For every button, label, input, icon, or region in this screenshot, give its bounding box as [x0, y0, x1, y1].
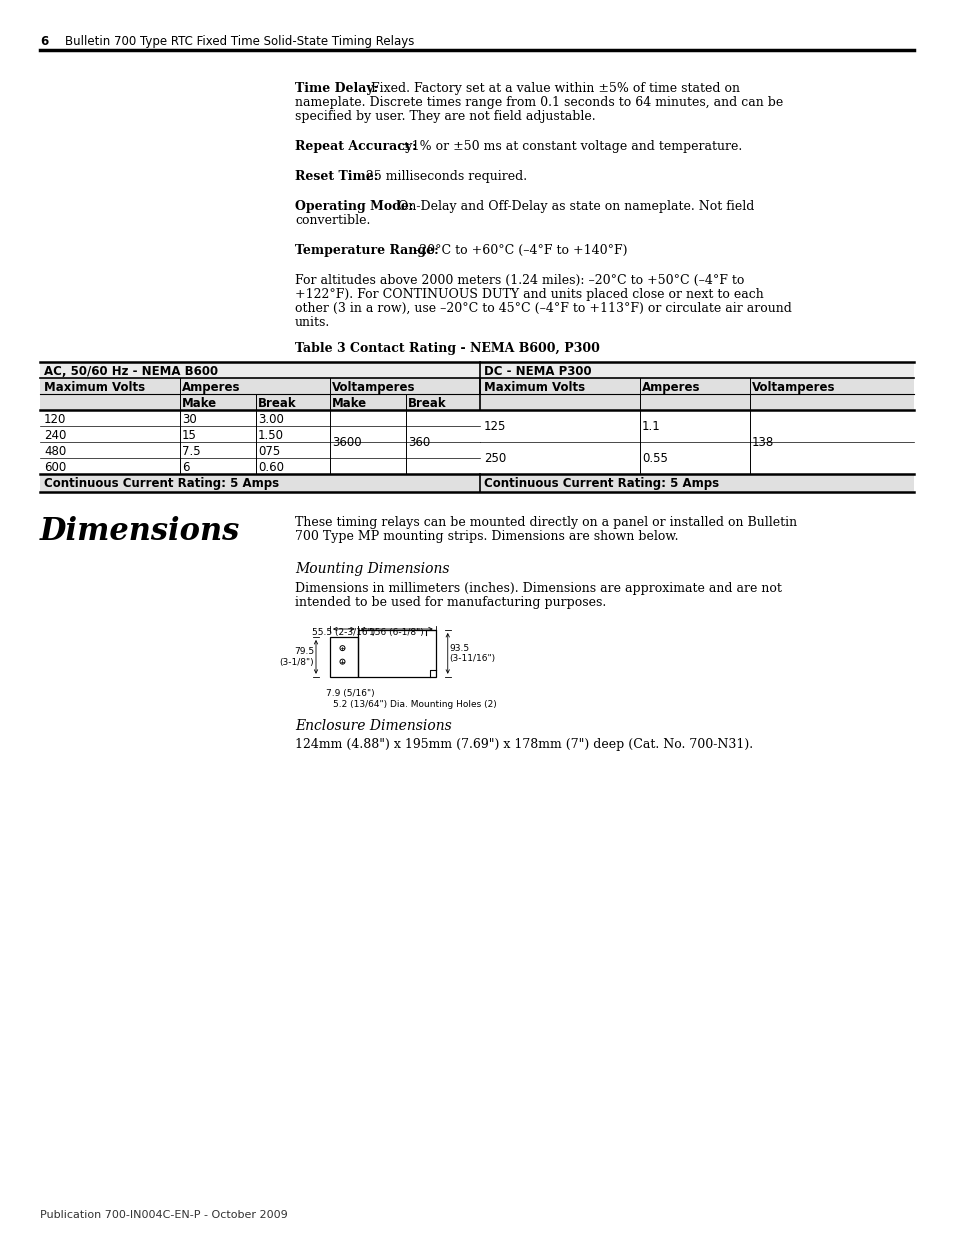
Text: 79.5
(3-1/8"): 79.5 (3-1/8") — [279, 647, 314, 667]
Text: 240: 240 — [44, 429, 67, 442]
Bar — [357, 630, 436, 677]
Text: 600: 600 — [44, 461, 66, 474]
Text: 124mm (4.88") x 195mm (7.69") x 178mm (7") deep (Cat. No. 700-N31).: 124mm (4.88") x 195mm (7.69") x 178mm (7… — [294, 737, 752, 751]
Text: 075: 075 — [257, 445, 280, 458]
Text: nameplate. Discrete times range from 0.1 seconds to 64 minutes, and can be: nameplate. Discrete times range from 0.1… — [294, 96, 782, 109]
Text: Enclosure Dimensions: Enclosure Dimensions — [294, 719, 452, 732]
Text: 120: 120 — [44, 412, 67, 426]
Text: Temperature Range:: Temperature Range: — [294, 245, 438, 257]
Text: 360: 360 — [408, 436, 430, 448]
Text: These timing relays can be mounted directly on a panel or installed on Bulletin: These timing relays can be mounted direc… — [294, 516, 797, 529]
Bar — [40, 378, 913, 394]
Text: 156 (6-1/8"): 156 (6-1/8") — [369, 629, 424, 637]
Text: Repeat Accuracy:: Repeat Accuracy: — [294, 140, 416, 153]
Text: 0.55: 0.55 — [641, 452, 667, 464]
Text: AC, 50/60 Hz - NEMA B600: AC, 50/60 Hz - NEMA B600 — [44, 366, 218, 378]
Text: 7.9 (5/16"): 7.9 (5/16") — [326, 689, 375, 698]
Text: 1.50: 1.50 — [257, 429, 284, 442]
Bar — [330, 637, 357, 677]
Text: Break: Break — [408, 396, 446, 410]
Text: Continuous Current Rating: 5 Amps: Continuous Current Rating: 5 Amps — [483, 477, 719, 490]
Text: 55.5 (2-3/16"): 55.5 (2-3/16") — [312, 629, 375, 637]
Text: On-Delay and Off-Delay as state on nameplate. Not field: On-Delay and Off-Delay as state on namep… — [394, 200, 754, 212]
Text: Fixed. Factory set at a value within ±5% of time stated on: Fixed. Factory set at a value within ±5%… — [367, 82, 740, 95]
Text: 6: 6 — [182, 461, 190, 474]
Text: 480: 480 — [44, 445, 66, 458]
Text: 30: 30 — [182, 412, 196, 426]
Text: 6: 6 — [40, 35, 49, 48]
Text: Reset Time:: Reset Time: — [294, 170, 378, 183]
Text: Table 3 Contact Rating - NEMA B600, P300: Table 3 Contact Rating - NEMA B600, P300 — [294, 342, 599, 354]
Text: 7.5: 7.5 — [182, 445, 200, 458]
Text: Dimensions in millimeters (inches). Dimensions are approximate and are not: Dimensions in millimeters (inches). Dime… — [294, 582, 781, 595]
Text: Amperes: Amperes — [641, 382, 700, 394]
Text: other (3 in a row), use –20°C to 45°C (–4°F to +113°F) or circulate air around: other (3 in a row), use –20°C to 45°C (–… — [294, 303, 791, 315]
Text: 25 milliseconds required.: 25 milliseconds required. — [361, 170, 527, 183]
Text: Publication 700-IN004C-EN-P - October 2009: Publication 700-IN004C-EN-P - October 20… — [40, 1210, 288, 1220]
Text: units.: units. — [294, 316, 330, 329]
Text: Voltamperes: Voltamperes — [332, 382, 416, 394]
Text: 0.60: 0.60 — [257, 461, 284, 474]
Text: For altitudes above 2000 meters (1.24 miles): –20°C to +50°C (–4°F to: For altitudes above 2000 meters (1.24 mi… — [294, 274, 743, 287]
Text: Continuous Current Rating: 5 Amps: Continuous Current Rating: 5 Amps — [44, 477, 279, 490]
Text: 15: 15 — [182, 429, 196, 442]
Text: Voltamperes: Voltamperes — [751, 382, 835, 394]
Text: Mounting Dimensions: Mounting Dimensions — [294, 562, 449, 576]
Bar — [40, 362, 479, 378]
Text: Bulletin 700 Type RTC Fixed Time Solid-State Timing Relays: Bulletin 700 Type RTC Fixed Time Solid-S… — [65, 35, 414, 48]
Text: DC - NEMA P300: DC - NEMA P300 — [483, 366, 591, 378]
Text: 138: 138 — [751, 436, 774, 448]
Text: 250: 250 — [483, 452, 506, 464]
Text: Maximum Volts: Maximum Volts — [44, 382, 145, 394]
Text: convertible.: convertible. — [294, 214, 370, 227]
Text: 125: 125 — [483, 420, 506, 432]
Text: 3.00: 3.00 — [257, 412, 284, 426]
Text: 5.2 (13/64") Dia. Mounting Holes (2): 5.2 (13/64") Dia. Mounting Holes (2) — [333, 700, 496, 709]
Text: –20°C to +60°C (–4°F to +140°F): –20°C to +60°C (–4°F to +140°F) — [409, 245, 627, 257]
Text: Amperes: Amperes — [182, 382, 240, 394]
Text: specified by user. They are not field adjustable.: specified by user. They are not field ad… — [294, 110, 595, 124]
Bar — [40, 394, 913, 410]
Text: 3600: 3600 — [332, 436, 361, 448]
Text: Time Delay:: Time Delay: — [294, 82, 377, 95]
Text: intended to be used for manufacturing purposes.: intended to be used for manufacturing pu… — [294, 597, 605, 609]
Bar — [40, 474, 913, 492]
Text: Operating Mode:: Operating Mode: — [294, 200, 413, 212]
Text: 1.1: 1.1 — [641, 420, 660, 432]
Text: Maximum Volts: Maximum Volts — [483, 382, 584, 394]
Text: +122°F). For CONTINUOUS DUTY and units placed close or next to each: +122°F). For CONTINUOUS DUTY and units p… — [294, 288, 763, 301]
Text: Dimensions: Dimensions — [40, 516, 240, 547]
Text: ±1% or ±50 ms at constant voltage and temperature.: ±1% or ±50 ms at constant voltage and te… — [396, 140, 741, 153]
Text: 700 Type MP mounting strips. Dimensions are shown below.: 700 Type MP mounting strips. Dimensions … — [294, 530, 678, 543]
Text: Make: Make — [332, 396, 367, 410]
Text: Break: Break — [257, 396, 296, 410]
Text: Make: Make — [182, 396, 217, 410]
Text: 93.5
(3-11/16"): 93.5 (3-11/16") — [449, 643, 496, 663]
Bar — [479, 362, 913, 378]
